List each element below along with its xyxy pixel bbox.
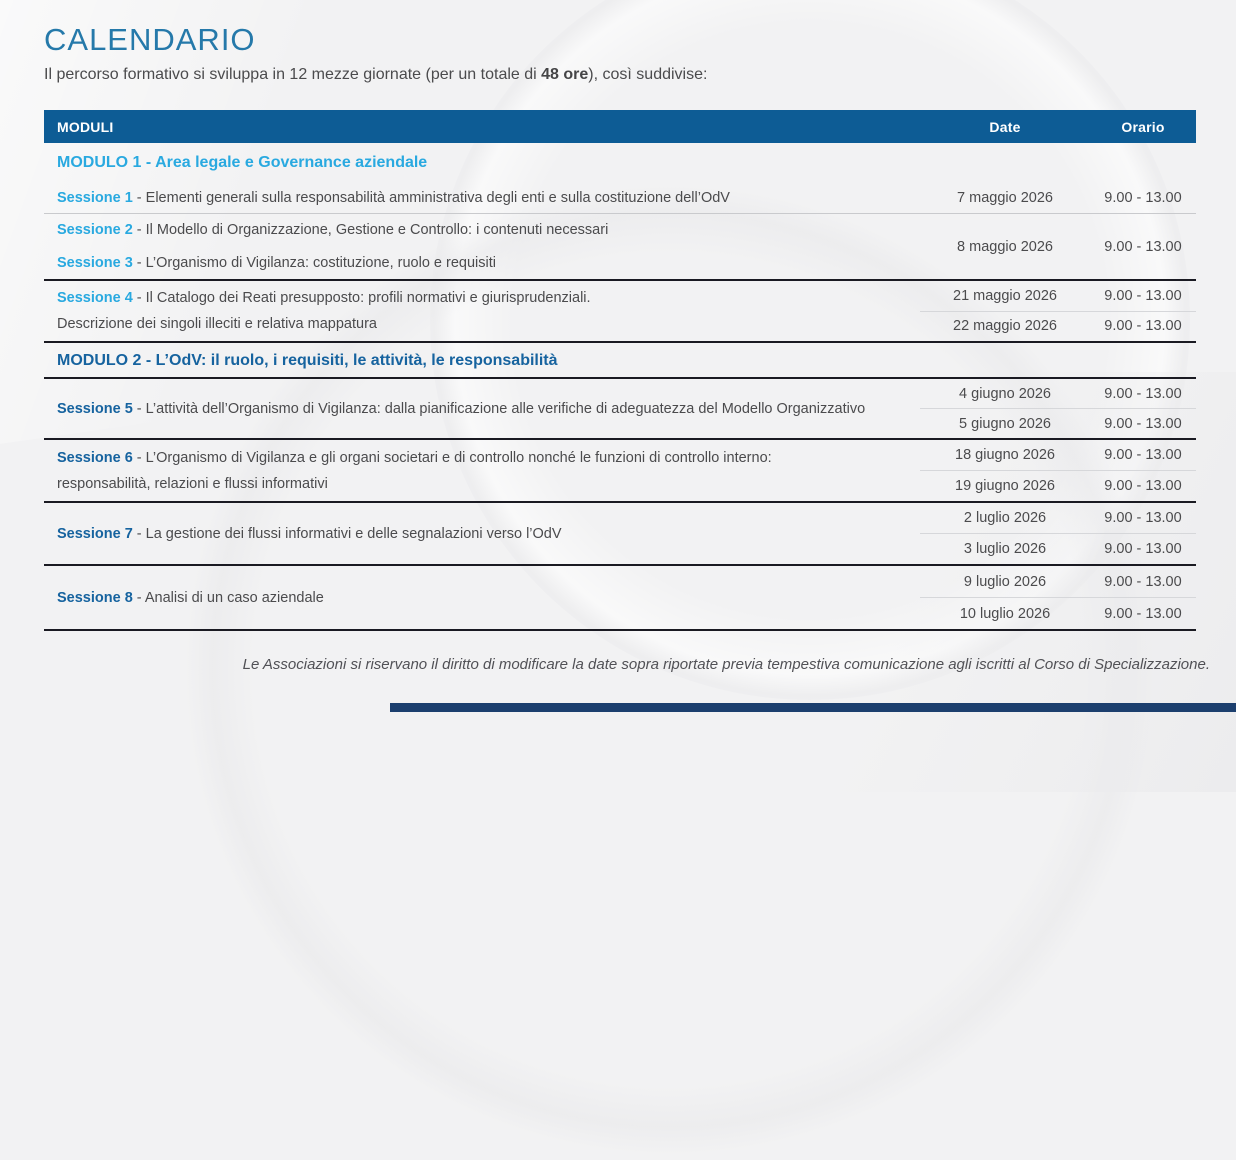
schedule-row: 10 luglio 2026 9.00 - 13.00 — [920, 597, 1196, 629]
session-date: 21 maggio 2026 — [953, 287, 1057, 304]
session-1-description: Sessione 1 - Elementi generali sulla res… — [57, 185, 920, 211]
session-5-description: Sessione 5 - L’attività dell’Organismo d… — [57, 396, 920, 422]
session-time: 9.00 - 13.00 — [1104, 415, 1182, 432]
session-2-text: - Il Modello di Organizzazione, Gestione… — [136, 222, 609, 239]
session-date: 22 maggio 2026 — [953, 318, 1057, 335]
session-8-description: Sessione 8 - Analisi di un caso aziendal… — [57, 585, 920, 611]
session-4-description: Sessione 4 - Il Catalogo dei Reati presu… — [57, 285, 920, 311]
session-date: 7 maggio 2026 — [957, 189, 1053, 206]
session-4-label: Sessione 4 — [57, 290, 133, 306]
module-2-title: MODULO 2 - L’OdV: il ruolo, i requisiti,… — [44, 343, 1196, 379]
session-group-8: Sessione 8 - Analisi di un caso aziendal… — [44, 566, 1196, 631]
session-6-text: - L’Organismo di Vigilanza e gli organi … — [136, 449, 772, 466]
session-7-description: Sessione 7 - La gestione dei flussi info… — [57, 521, 920, 547]
schedule-row: 21 maggio 2026 9.00 - 13.00 — [920, 281, 1196, 311]
session-3-label: Sessione 3 — [57, 254, 133, 271]
session-6-description: Sessione 6 - L’Organismo di Vigilanza e … — [57, 445, 920, 471]
session-7-text: - La gestione dei flussi informativi e d… — [136, 525, 562, 542]
session-3-text: - L’Organismo di Vigilanza: costituzione… — [136, 254, 496, 271]
session-time: 9.00 - 13.00 — [1104, 287, 1182, 304]
session-time: 9.00 - 13.00 — [1104, 318, 1182, 335]
footer-disclaimer: Le Associazioni si riservano il diritto … — [242, 656, 1210, 673]
session-group-1: Sessione 1 - Elementi generali sulla res… — [44, 182, 1196, 214]
session-7-label: Sessione 7 — [57, 525, 133, 542]
schedule-row: 19 giugno 2026 9.00 - 13.00 — [920, 470, 1196, 501]
session-date: 18 giugno 2026 — [955, 447, 1055, 463]
intro-prefix: Il percorso formativo si sviluppa in 12 … — [44, 66, 542, 83]
module-1-section: MODULO 1 - Area legale e Governance azie… — [44, 143, 1196, 343]
session-time: 9.00 - 13.00 — [1104, 189, 1182, 206]
session-group-4: Sessione 4 - Il Catalogo dei Reati presu… — [44, 281, 1196, 343]
session-date: 5 giugno 2026 — [959, 415, 1051, 432]
header-moduli: MODULI — [57, 118, 114, 135]
intro-bold-hours: 48 ore — [541, 66, 589, 83]
intro-suffix: ), così suddivise: — [588, 66, 708, 83]
session-group-2-3: Sessione 2 - Il Modello di Organizzazion… — [44, 214, 1196, 281]
session-time: 9.00 - 13.00 — [1104, 238, 1182, 255]
calendar-page: CALENDARIO Il percorso formativo si svil… — [44, 22, 1236, 712]
schedule-row: 8 maggio 2026 9.00 - 13.00 — [920, 214, 1196, 279]
module-2-section: MODULO 2 - L’OdV: il ruolo, i requisiti,… — [44, 343, 1196, 631]
session-time: 9.00 - 13.00 — [1104, 605, 1182, 622]
header-date: Date — [989, 118, 1021, 135]
session-6-text-line2: responsabilità, relazioni e flussi infor… — [57, 475, 328, 492]
session-date: 8 maggio 2026 — [957, 238, 1053, 255]
session-time: 9.00 - 13.00 — [1104, 447, 1182, 463]
session-8-label: Sessione 8 — [57, 589, 133, 606]
session-4-text: - Il Catalogo dei Reati presupposto: pro… — [136, 290, 591, 306]
footer-accent-bar — [390, 703, 1236, 712]
session-5-text: - L’attività dell’Organismo di Vigilanza… — [136, 400, 866, 417]
session-4-text-line2: Descrizione dei singoli illeciti e relat… — [57, 316, 377, 332]
schedule-row: 2 luglio 2026 9.00 - 13.00 — [920, 503, 1196, 533]
session-5-label: Sessione 5 — [57, 400, 133, 417]
session-group-6: Sessione 6 - L’Organismo di Vigilanza e … — [44, 440, 1196, 503]
session-date: 4 giugno 2026 — [959, 385, 1051, 402]
schedule-row: 9 luglio 2026 9.00 - 13.00 — [920, 566, 1196, 597]
session-date: 2 luglio 2026 — [963, 510, 1047, 526]
page-title: CALENDARIO — [44, 22, 256, 57]
schedule-row: 3 luglio 2026 9.00 - 13.00 — [920, 533, 1196, 564]
session-6-label: Sessione 6 — [57, 449, 133, 466]
session-date: 3 luglio 2026 — [963, 541, 1047, 557]
session-group-5: Sessione 5 - L’attività dell’Organismo d… — [44, 379, 1196, 440]
session-date: 9 luglio 2026 — [963, 573, 1047, 590]
intro-text: Il percorso formativo si sviluppa in 12 … — [44, 66, 707, 84]
session-date: 10 luglio 2026 — [959, 605, 1051, 622]
session-1-label: Sessione 1 — [57, 189, 133, 206]
session-group-7: Sessione 7 - La gestione dei flussi info… — [44, 503, 1196, 566]
session-8-text: - Analisi di un caso aziendale — [136, 589, 324, 606]
schedule-row: 4 giugno 2026 9.00 - 13.00 — [920, 379, 1196, 408]
header-orario: Orario — [1121, 118, 1165, 135]
session-3-description: Sessione 3 - L’Organismo di Vigilanza: c… — [57, 250, 920, 276]
session-date: 19 giugno 2026 — [955, 478, 1055, 494]
schedule-row: 5 giugno 2026 9.00 - 13.00 — [920, 408, 1196, 438]
session-1-text: - Elementi generali sulla responsabilità… — [136, 189, 730, 206]
session-2-description: Sessione 2 - Il Modello di Organizzazion… — [57, 217, 920, 243]
schedule-row: 22 maggio 2026 9.00 - 13.00 — [920, 310, 1196, 342]
session-time: 9.00 - 13.00 — [1104, 541, 1182, 557]
session-time: 9.00 - 13.00 — [1104, 478, 1182, 494]
session-time: 9.00 - 13.00 — [1104, 573, 1182, 590]
schedule-row: 7 maggio 2026 9.00 - 13.00 — [920, 182, 1196, 213]
session-2-label: Sessione 2 — [57, 222, 133, 239]
session-time: 9.00 - 13.00 — [1104, 385, 1182, 402]
calendar-table: MODULI Date Orario MODULO 1 - Area legal… — [44, 110, 1196, 631]
table-header-row: MODULI Date Orario — [44, 110, 1196, 143]
session-time: 9.00 - 13.00 — [1104, 510, 1182, 526]
module-1-title: MODULO 1 - Area legale e Governance azie… — [57, 154, 428, 171]
schedule-row: 18 giugno 2026 9.00 - 13.00 — [920, 440, 1196, 470]
